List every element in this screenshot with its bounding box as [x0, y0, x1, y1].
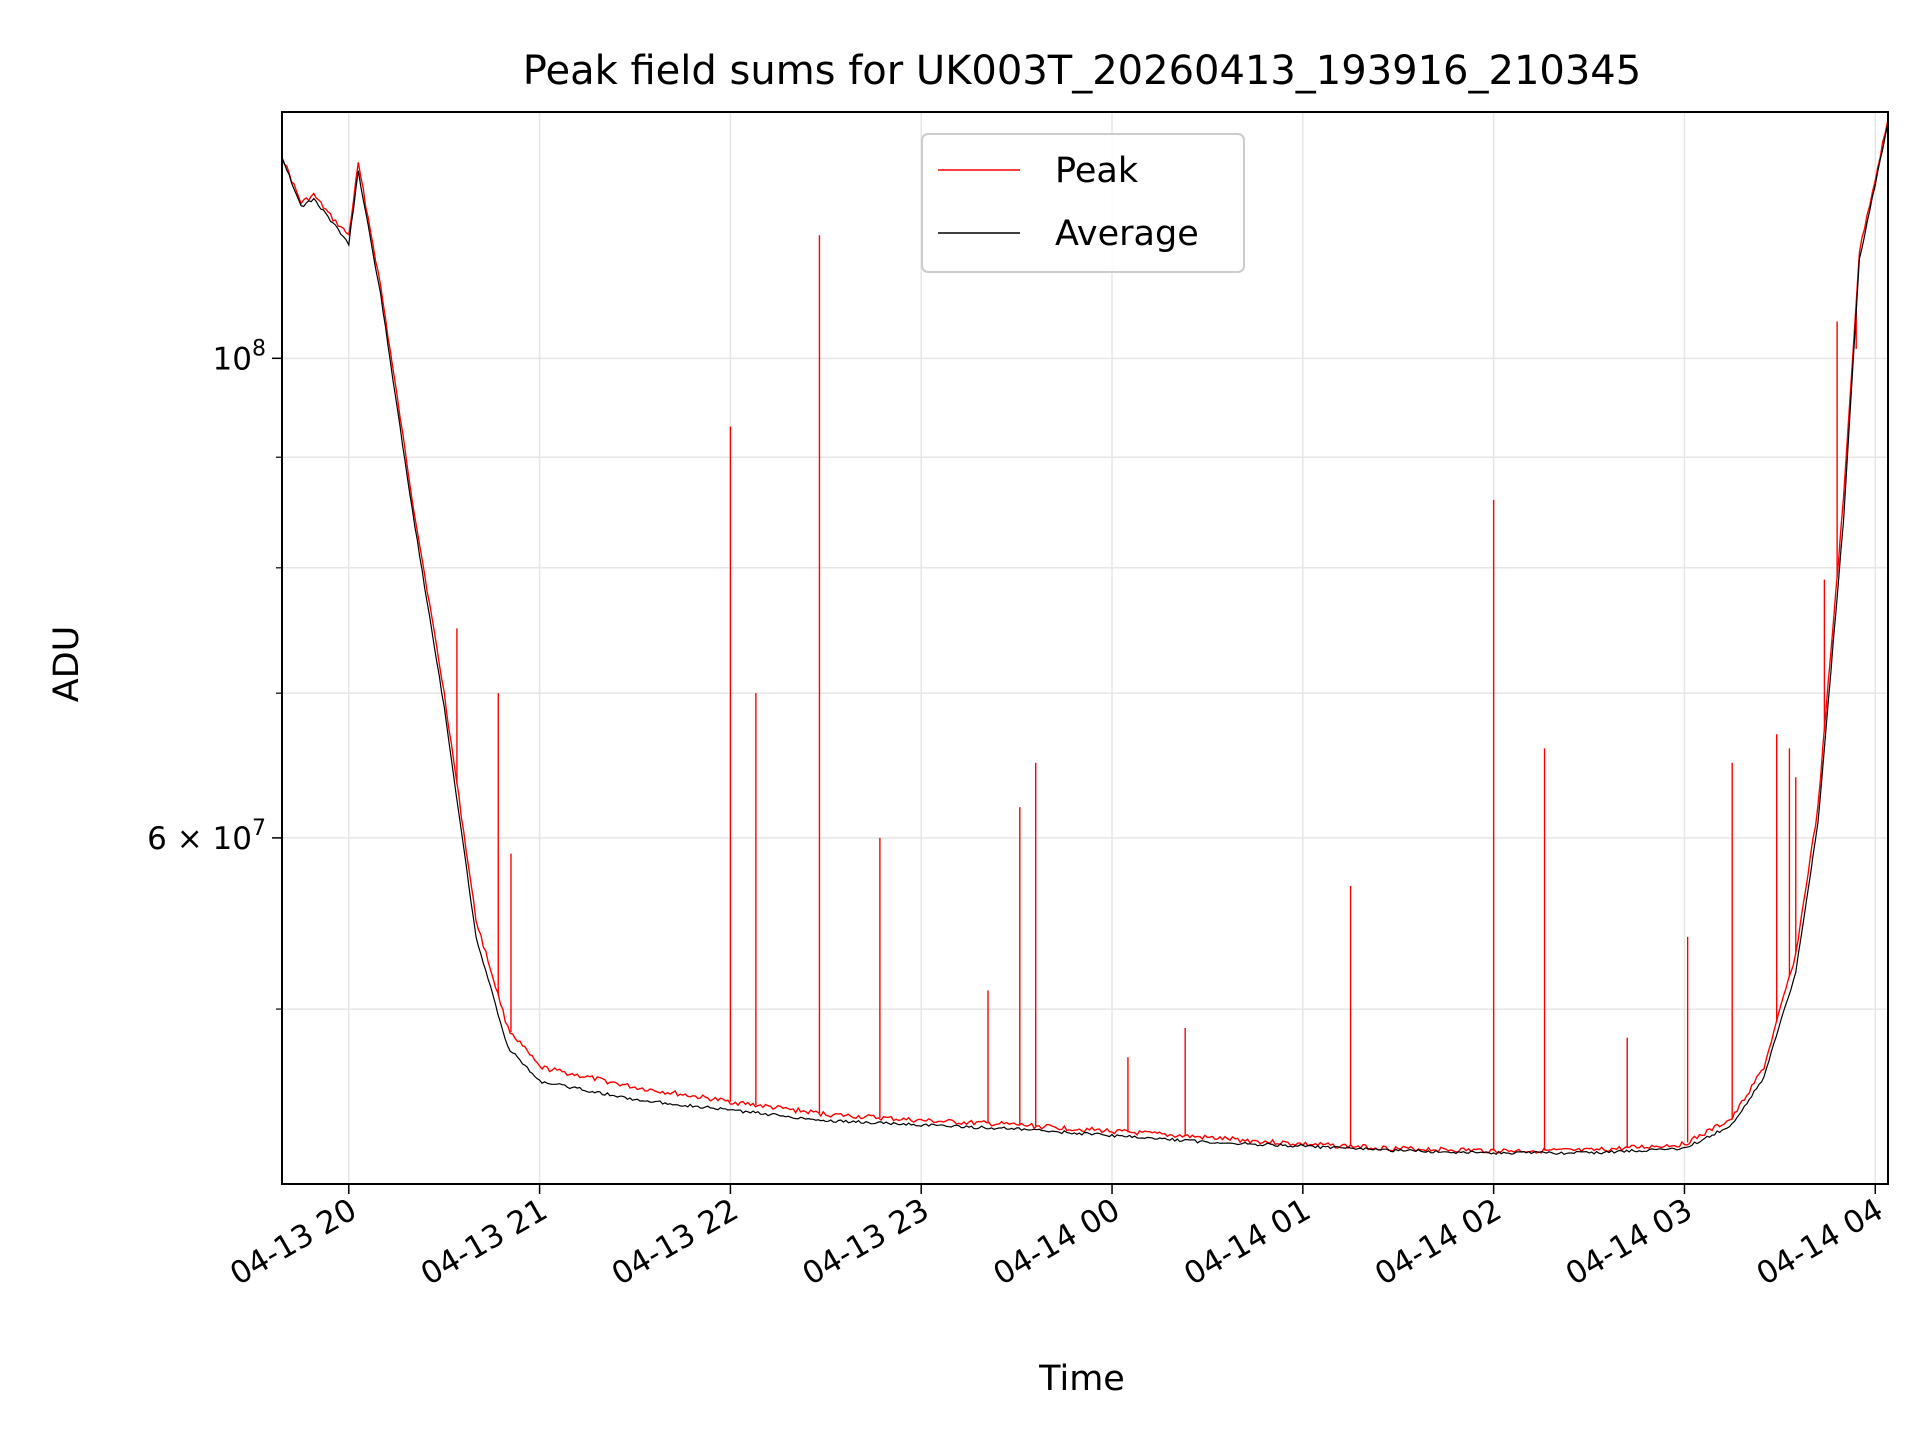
- x-tick-label: 04-13 20: [224, 1192, 363, 1293]
- x-tick-label: 04-14 01: [1178, 1192, 1317, 1293]
- x-tick-label: 04-14 00: [987, 1192, 1126, 1293]
- series-line-peak: [281, 119, 1889, 1154]
- series-line-average: [281, 122, 1889, 1156]
- y-tick-label: 108: [213, 336, 266, 377]
- x-tick-label: 04-13 22: [606, 1192, 745, 1293]
- grid: [282, 112, 1888, 1184]
- x-tick-label: 04-13 21: [415, 1192, 554, 1293]
- y-tick-label: 6 × 107: [147, 816, 266, 857]
- plot-lines: [281, 119, 1889, 1156]
- x-tick-label: 04-14 02: [1369, 1192, 1508, 1293]
- x-tick-label: 04-14 03: [1560, 1192, 1699, 1293]
- legend-label-peak: Peak: [1055, 151, 1139, 191]
- y-axis-label: ADU: [47, 626, 87, 703]
- chart-title: Peak field sums for UK003T_20260413_1939…: [523, 48, 1641, 94]
- x-tick-label: 04-13 23: [797, 1192, 936, 1293]
- legend-box: [921, 133, 1245, 273]
- x-tick-label: 04-14 04: [1751, 1192, 1890, 1293]
- legend: Peak Average: [921, 133, 1245, 273]
- x-axis-label: Time: [1038, 1359, 1125, 1399]
- legend-label-average: Average: [1055, 214, 1199, 254]
- plot-frame: [281, 111, 1889, 1185]
